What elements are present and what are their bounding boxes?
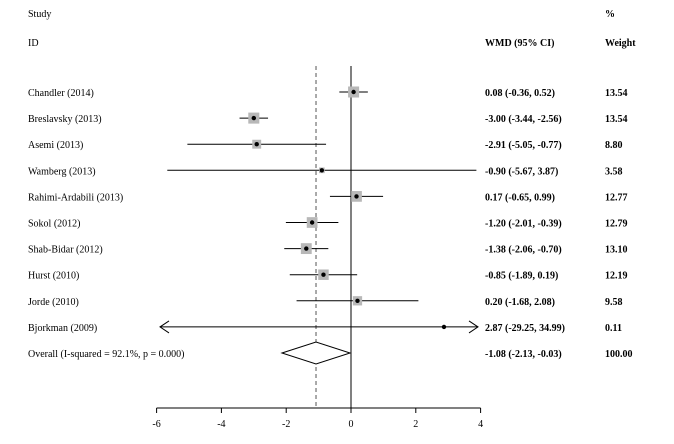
x-tick-label: -4 bbox=[217, 419, 225, 430]
study-ci-text: 0.20 (-1.68, 2.08) bbox=[485, 297, 555, 308]
study-label: Shab-Bidar (2012) bbox=[28, 245, 103, 256]
point-estimate bbox=[354, 194, 359, 199]
study-ci-text: -1.20 (-2.01, -0.39) bbox=[485, 219, 562, 230]
study-weight: 8.80 bbox=[605, 140, 623, 151]
study-ci-text: -1.38 (-2.06, -0.70) bbox=[485, 245, 562, 256]
overall-diamond bbox=[280, 341, 352, 365]
study-label: Sokol (2012) bbox=[28, 219, 81, 230]
study-label: Jorde (2010) bbox=[28, 297, 79, 308]
x-tick-label: -2 bbox=[282, 419, 290, 430]
study-label: Bjorkman (2009) bbox=[28, 323, 97, 334]
study-ci-text: 0.17 (-0.65, 0.99) bbox=[485, 192, 555, 203]
study-label: Rahimi-Ardabili (2013) bbox=[28, 192, 123, 203]
point-estimate bbox=[441, 324, 447, 330]
study-label: Chandler (2014) bbox=[28, 88, 94, 99]
overall-label: Overall (I-squared = 92.1%, p = 0.000) bbox=[28, 349, 185, 360]
study-weight: 0.11 bbox=[605, 323, 622, 334]
header-weight: Weight bbox=[605, 38, 636, 49]
header-percent: % bbox=[605, 9, 615, 20]
point-estimate bbox=[355, 298, 360, 303]
study-ci-text: 2.87 (-29.25, 34.99) bbox=[485, 323, 565, 334]
study-ci-text: -3.00 (-3.44, -2.56) bbox=[485, 114, 562, 125]
study-label: Wamberg (2013) bbox=[28, 166, 96, 177]
study-ci-text: -2.91 (-5.05, -0.77) bbox=[485, 140, 562, 151]
ci-arrow-right bbox=[468, 320, 479, 334]
study-label: Asemi (2013) bbox=[28, 140, 83, 151]
study-ci-text: 0.08 (-0.36, 0.52) bbox=[485, 88, 555, 99]
x-tick-label: 4 bbox=[478, 419, 483, 430]
study-weight: 13.54 bbox=[605, 88, 628, 99]
x-tick-label: 2 bbox=[413, 419, 418, 430]
study-weight: 9.58 bbox=[605, 297, 623, 308]
x-tick-label: 0 bbox=[349, 419, 354, 430]
study-ci-text: -0.90 (-5.67, 3.87) bbox=[485, 166, 558, 177]
study-weight: 3.58 bbox=[605, 166, 623, 177]
overall-weight: 100.00 bbox=[605, 349, 633, 360]
study-ci-text: -0.85 (-1.89, 0.19) bbox=[485, 271, 558, 282]
study-weight: 12.77 bbox=[605, 192, 628, 203]
header-study: Study bbox=[28, 9, 51, 20]
header-wmd: WMD (95% CI) bbox=[485, 38, 554, 49]
study-weight: 12.79 bbox=[605, 219, 628, 230]
point-estimate bbox=[309, 220, 315, 225]
x-tick-label: -6 bbox=[152, 419, 160, 430]
point-estimate bbox=[251, 115, 256, 121]
point-estimate bbox=[351, 89, 356, 95]
study-label: Breslavsky (2013) bbox=[28, 114, 102, 125]
study-weight: 13.54 bbox=[605, 114, 628, 125]
point-estimate bbox=[321, 272, 326, 277]
point-estimate bbox=[254, 142, 259, 147]
study-weight: 13.10 bbox=[605, 245, 628, 256]
point-estimate bbox=[319, 168, 325, 173]
header-id: ID bbox=[28, 38, 39, 49]
ci-arrow-left bbox=[159, 320, 170, 334]
point-estimate bbox=[304, 246, 309, 251]
study-weight: 12.19 bbox=[605, 271, 628, 282]
overall-ci-text: -1.08 (-2.13, -0.03) bbox=[485, 349, 562, 360]
study-label: Hurst (2010) bbox=[28, 271, 79, 282]
